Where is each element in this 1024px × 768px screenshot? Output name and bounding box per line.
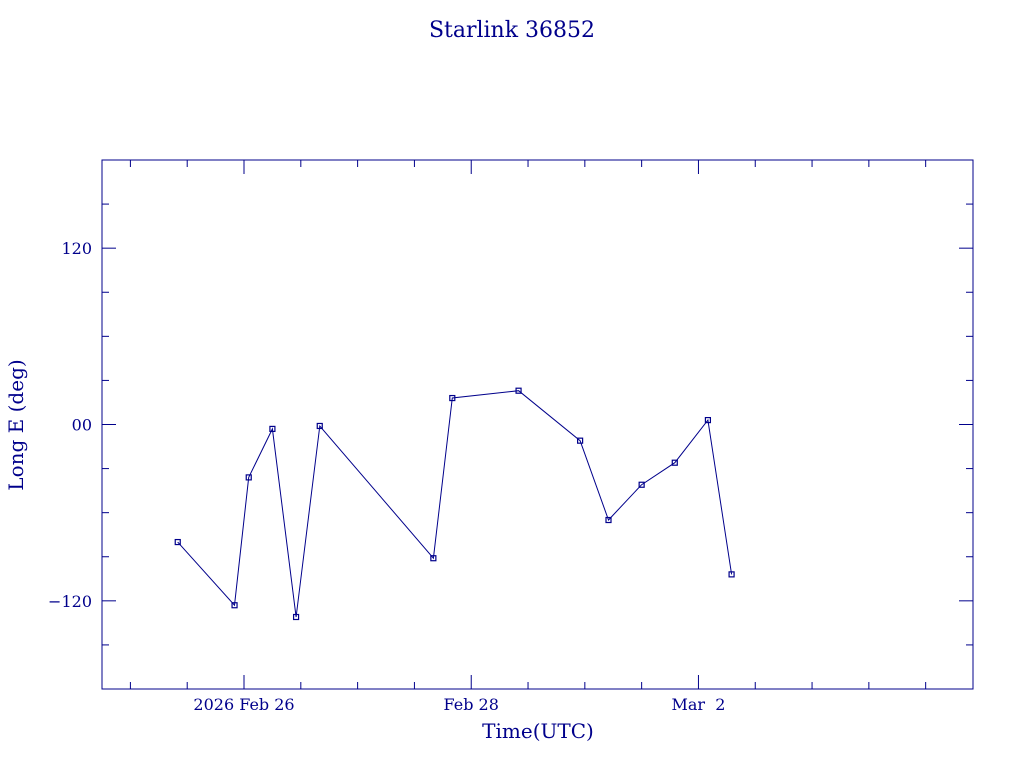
- y-tick-label: 00: [72, 416, 92, 435]
- data-point: [577, 437, 584, 444]
- y-axis-tick-labels: 120 00 −120: [48, 239, 92, 611]
- data-point: [269, 425, 276, 433]
- data-point: [245, 474, 252, 481]
- x-tick-label: Mar 2: [671, 695, 725, 714]
- y-axis-label: Long E (deg): [4, 359, 28, 490]
- series-line: [177, 390, 733, 618]
- data-point: [292, 613, 300, 621]
- chart-title: Starlink 36852: [429, 18, 595, 43]
- data-point: [638, 481, 645, 488]
- x-axis-tick-labels: 2026 Feb 26 Feb 28 Mar 2: [193, 695, 725, 714]
- data-point: [231, 602, 238, 609]
- x-tick-label: 2026 Feb 26: [193, 695, 294, 714]
- y-axis-ticks: [102, 203, 973, 646]
- data-point: [728, 571, 735, 578]
- y-tick-label: 120: [61, 239, 92, 258]
- plot-frame: [101, 159, 974, 690]
- x-axis-label: Time(UTC): [482, 719, 594, 743]
- series-layer: [174, 387, 735, 621]
- data-point: [449, 394, 456, 402]
- data-point: [515, 387, 522, 394]
- data-point: [316, 422, 323, 430]
- x-tick-label: Feb 28: [444, 695, 499, 714]
- x-axis-ticks: [129, 160, 927, 689]
- data-point: [430, 555, 437, 562]
- data-point: [605, 516, 612, 524]
- data-point: [671, 459, 678, 466]
- data-point: [174, 538, 181, 546]
- y-tick-label: −120: [48, 592, 92, 611]
- data-point: [704, 416, 712, 424]
